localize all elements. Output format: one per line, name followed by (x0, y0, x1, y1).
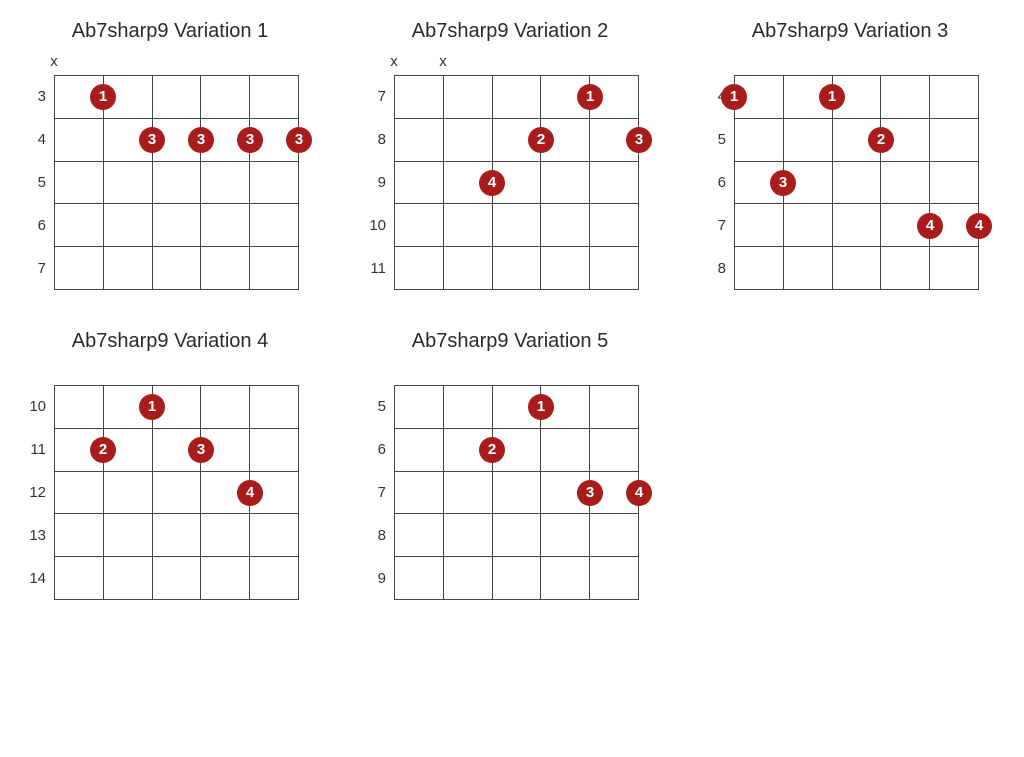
fret-number-label: 6 (20, 217, 46, 234)
fret-number-label: 6 (360, 441, 386, 458)
fret-number-label: 7 (20, 260, 46, 277)
finger-dot: 4 (626, 480, 652, 506)
fretboard (394, 75, 639, 290)
fret-number-label: 9 (360, 570, 386, 587)
fret-number-label: 11 (360, 260, 386, 277)
diagram-wrap: 34567x13333 (20, 53, 320, 290)
chord-diagram: Ab7sharp9 Variation 410111213141234 (20, 330, 320, 600)
fret-number-label: 7 (700, 217, 726, 234)
fret-number-label: 12 (20, 484, 46, 501)
fret-number-label: 7 (360, 88, 386, 105)
fret-number-label: 9 (360, 174, 386, 191)
fret-number-label: 4 (20, 131, 46, 148)
chord-diagram: Ab7sharp9 Variation 345678112344 (700, 20, 1000, 290)
finger-dot: 1 (721, 84, 747, 110)
mute-mark: x (437, 53, 449, 70)
fret-number-label: 10 (20, 398, 46, 415)
chord-diagram: Ab7sharp9 Variation 2 7 8 9 10 11 x x 12 3 4 (360, 20, 660, 290)
fret-number-label: 5 (20, 174, 46, 191)
finger-dot: 3 (237, 127, 263, 153)
finger-dot: 1 (819, 84, 845, 110)
diagram-wrap: 45678112344 (700, 53, 1000, 290)
finger-dot: 1 (90, 84, 116, 110)
fret-number-label: 5 (700, 131, 726, 148)
finger-dot: 4 (237, 480, 263, 506)
chord-title: Ab7sharp9 Variation 5 (360, 330, 660, 353)
chord-grid-container: Ab7sharp9 Variation 134567x13333Ab7sharp… (20, 20, 1020, 600)
fret-number-label: 8 (700, 260, 726, 277)
finger-dot: 1 (577, 84, 603, 110)
mute-mark: x (388, 53, 400, 70)
diagram-wrap: 7 8 9 10 11 x x 12 3 4 (360, 53, 660, 290)
chord-title: Ab7sharp9 Variation 3 (700, 20, 1000, 43)
fret-number-label: 8 (360, 131, 386, 148)
finger-dot: 3 (577, 480, 603, 506)
fret-number-label: 13 (20, 527, 46, 544)
fret-number-label: 10 (360, 217, 386, 234)
fret-number-label: 14 (20, 570, 46, 587)
chord-chart-page: Ab7sharp9 Variation 134567x13333Ab7sharp… (20, 20, 1020, 600)
finger-dot: 3 (626, 127, 652, 153)
finger-dot: 4 (917, 213, 943, 239)
finger-dot: 2 (479, 437, 505, 463)
finger-dot: 3 (139, 127, 165, 153)
finger-dot: 3 (188, 127, 214, 153)
diagram-wrap: 10111213141234 (20, 363, 320, 600)
finger-dot: 4 (966, 213, 992, 239)
diagram-wrap: 5 6 7 8 9 12 34 (360, 363, 660, 600)
fret-number-label: 11 (20, 441, 46, 458)
fret-number-label: 3 (20, 88, 46, 105)
finger-dot: 3 (286, 127, 312, 153)
chord-diagram: Ab7sharp9 Variation 134567x13333 (20, 20, 320, 290)
finger-dot: 2 (90, 437, 116, 463)
chord-diagram: Ab7sharp9 Variation 5 5 6 7 8 9 12 34 (360, 330, 660, 600)
chord-title: Ab7sharp9 Variation 1 (20, 20, 320, 43)
finger-dot: 2 (528, 127, 554, 153)
fretboard (54, 75, 299, 290)
finger-dot: 1 (139, 394, 165, 420)
mute-mark: x (48, 53, 60, 70)
fret-number-label: 5 (360, 398, 386, 415)
finger-dot: 4 (479, 170, 505, 196)
finger-dot: 3 (188, 437, 214, 463)
fret-number-label: 8 (360, 527, 386, 544)
finger-dot: 2 (868, 127, 894, 153)
finger-dot: 3 (770, 170, 796, 196)
chord-title: Ab7sharp9 Variation 2 (360, 20, 660, 43)
fret-number-label: 6 (700, 174, 726, 191)
finger-dot: 1 (528, 394, 554, 420)
chord-title: Ab7sharp9 Variation 4 (20, 330, 320, 353)
fret-number-label: 7 (360, 484, 386, 501)
